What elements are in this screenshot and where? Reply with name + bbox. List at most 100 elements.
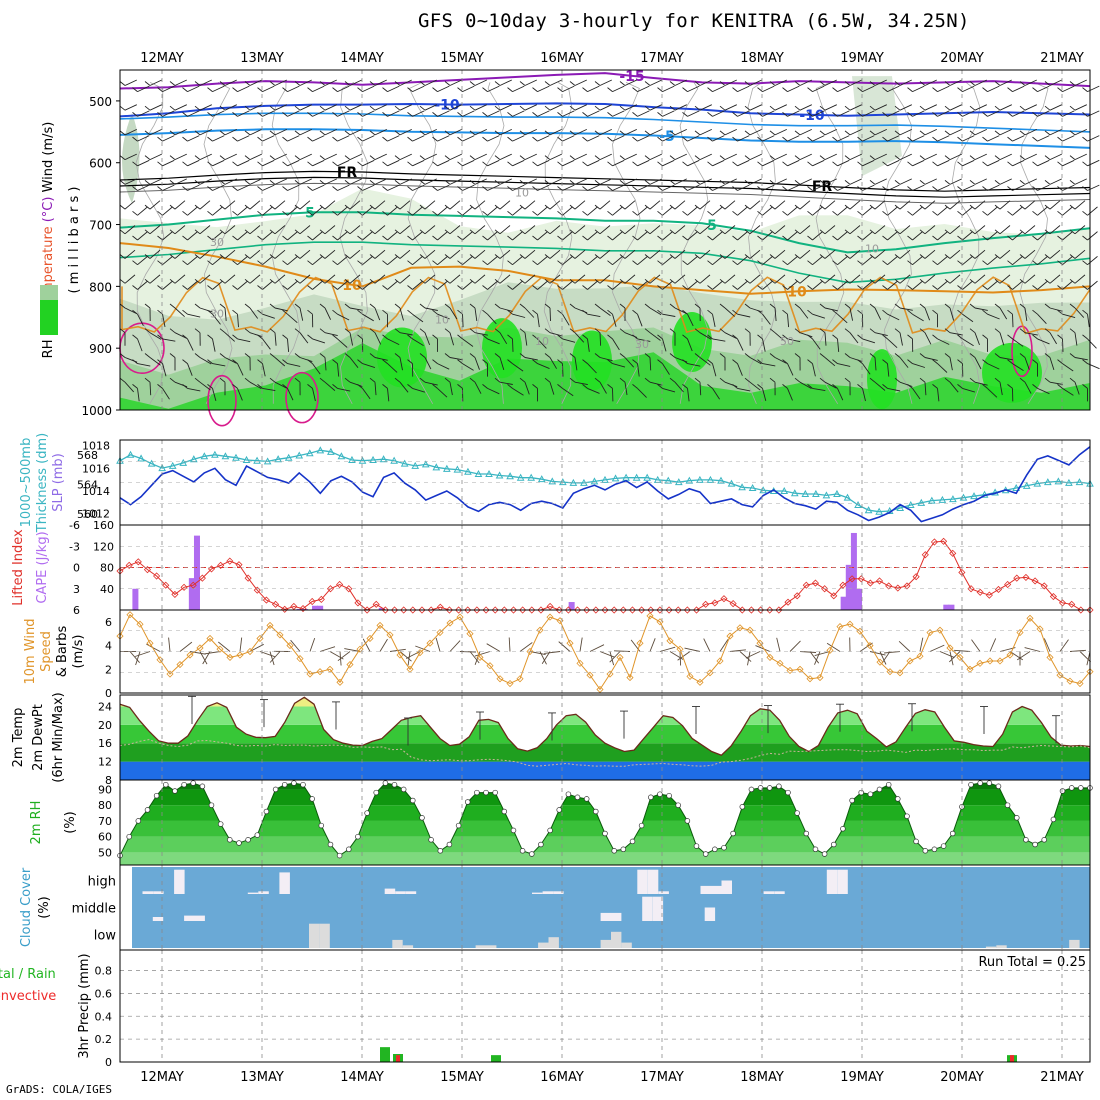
wind-barb <box>1049 249 1061 259</box>
surface-wind-barb <box>1043 638 1051 652</box>
wind-barb <box>912 206 923 216</box>
wind-barb-flag <box>444 180 451 185</box>
wind-barb-flag <box>157 112 163 117</box>
wind-barb <box>612 338 620 351</box>
wind-barb <box>262 231 273 241</box>
wind-barb <box>687 184 700 191</box>
wind-barb-flag <box>457 112 463 117</box>
wind-barb-flag <box>494 229 501 235</box>
wind-barb <box>162 206 173 216</box>
wind-barb-flag <box>882 161 888 167</box>
wind-barb <box>249 200 261 210</box>
wind-barb <box>287 85 300 93</box>
wind-speed-point <box>986 657 994 665</box>
wind-barb-flag <box>644 204 651 210</box>
ylabel-part: (m/s) <box>41 122 56 160</box>
rh-point <box>684 818 691 824</box>
wind-barb <box>599 153 612 161</box>
wind-barb <box>824 249 836 259</box>
wind-barb-flag <box>519 328 526 334</box>
wind-speed-point <box>616 653 624 661</box>
wind-barb-flag <box>969 204 976 210</box>
wind-barb <box>599 381 607 394</box>
wind-barb <box>962 135 975 142</box>
wind-barb-flag <box>232 285 238 290</box>
cape-bar <box>850 532 857 610</box>
wind-barb <box>624 200 636 210</box>
wind-barb-flag <box>232 260 238 266</box>
wind-barb <box>612 85 625 93</box>
wind-barb <box>574 128 587 136</box>
wind-barb <box>924 153 937 161</box>
wind-barb-flag <box>1044 353 1051 358</box>
rh-point <box>455 822 462 829</box>
rh-point <box>968 781 974 788</box>
wind-barb <box>224 225 236 235</box>
wind-barb-flag <box>707 334 713 340</box>
wind-barb <box>574 178 587 185</box>
wind-barb-flag <box>582 235 588 241</box>
wind-barb <box>749 274 761 284</box>
rh-aloft-shading <box>852 76 902 177</box>
rh-contour-label: 10 <box>535 335 549 348</box>
wind-barb-flag <box>994 130 1001 136</box>
wind-barb-flag <box>332 186 338 191</box>
rh-axis-label: 2m RH (%) <box>29 801 78 845</box>
wind-tick-label: 2 <box>105 663 112 676</box>
wind-barb-flag <box>394 204 401 210</box>
wind-barb-flag <box>594 377 601 383</box>
wind-barb <box>437 135 450 142</box>
wind-barb <box>974 274 986 284</box>
wind-barb-flag <box>682 384 688 389</box>
wind-barb <box>449 382 453 396</box>
wind-barb-flag <box>607 260 613 266</box>
wind-barb-flag <box>307 359 313 364</box>
wind-barb <box>799 200 811 210</box>
li-point <box>702 600 710 608</box>
cloud-low-cell <box>392 939 403 948</box>
wind-barb-flag <box>1032 87 1038 92</box>
thickness-point <box>1075 478 1084 486</box>
wind-barb-flag <box>807 384 813 389</box>
wind-barb-flag <box>1082 186 1088 191</box>
wind-barb-flag <box>669 130 676 136</box>
surface-wind-barb <box>989 638 997 652</box>
wind-barb <box>749 104 762 111</box>
rh-point <box>382 780 389 786</box>
wind-barb <box>1049 128 1062 136</box>
wind-barb-flag <box>957 359 963 364</box>
li-tick-label: -3 <box>69 540 80 553</box>
surface-wind-barb <box>539 651 547 665</box>
wind-barb <box>624 128 637 136</box>
rh-core-shading <box>572 330 612 391</box>
wind-barb-flag <box>957 87 963 92</box>
rh-point <box>583 796 590 802</box>
wind-barb-flag <box>707 210 713 216</box>
wind-barb-flag <box>719 204 726 210</box>
wind-barb <box>287 256 298 266</box>
wind-barb-flag <box>532 87 538 92</box>
wind-barb <box>474 381 482 394</box>
wind-barb <box>524 382 530 395</box>
wind-barb <box>749 249 761 259</box>
wind-barb <box>749 178 762 185</box>
wind-speed-point <box>806 675 814 683</box>
wind-barb <box>537 85 550 93</box>
wind-barb-flag <box>1069 180 1076 185</box>
wind-barb-flag <box>257 334 263 340</box>
isotherm-line <box>119 241 1091 284</box>
wind-barb-flag <box>369 278 376 284</box>
wind-barb-flag <box>1007 136 1013 142</box>
wind-barb-flag <box>432 235 438 241</box>
wind-barb-flag <box>507 136 513 142</box>
wind-barb <box>1049 79 1062 86</box>
wind-barb-flag <box>207 235 213 241</box>
thickness-point <box>1033 479 1042 487</box>
thickness-point <box>917 498 926 506</box>
wind-barb-flag <box>244 254 251 259</box>
wind-barb-flag <box>294 130 301 136</box>
wind-barb <box>937 338 950 345</box>
surface-wind-barb <box>649 638 656 652</box>
wind-barb <box>649 274 661 284</box>
